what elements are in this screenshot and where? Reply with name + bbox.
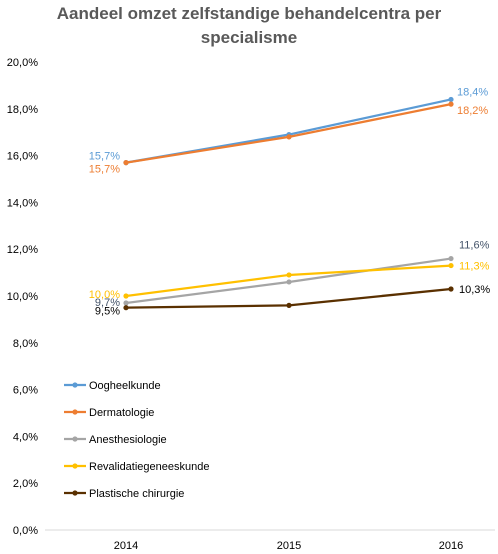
series-marker [123, 300, 129, 306]
data-label: 9,7% [95, 297, 120, 309]
data-label: 15,7% [89, 164, 120, 176]
y-tick-label: 16,0% [7, 151, 38, 163]
legend-label: Dermatologie [89, 407, 154, 419]
data-label: 18,4% [457, 86, 488, 98]
series-marker [448, 255, 454, 262]
data-label: 11,3% [459, 261, 490, 273]
series-marker [123, 293, 129, 299]
series-marker [286, 302, 292, 308]
series-marker [448, 286, 454, 292]
legend-marker [72, 463, 78, 469]
y-tick-label: 12,0% [7, 244, 38, 256]
chart-title-line-1: Aandeel omzet zelfstandige behandelcentr… [56, 4, 442, 23]
series-marker [123, 305, 129, 311]
legend-label: Revalidatiegeneeskunde [89, 461, 209, 473]
series-marker [448, 101, 454, 107]
series-marker [123, 160, 129, 166]
y-tick-label: 0,0% [13, 525, 38, 537]
legend-marker [72, 436, 78, 442]
data-label: 18,2% [457, 105, 488, 117]
series-marker [286, 134, 292, 140]
y-tick-label: 18,0% [7, 104, 38, 116]
data-label: 10,0% [89, 289, 120, 301]
series-marker [286, 272, 292, 278]
series-marker [448, 262, 454, 269]
data-label: 9,5% [95, 306, 120, 318]
y-tick-label: 14,0% [7, 197, 38, 209]
chart-title: Aandeel omzet zelfstandige behandelcentr… [0, 2, 498, 50]
y-tick-label: 4,0% [13, 431, 38, 443]
legend-marker [72, 490, 78, 496]
data-label: 10,3% [459, 284, 490, 296]
x-tick-label: 2014 [114, 540, 138, 552]
legend-label: Anesthesiologie [89, 434, 167, 446]
legend-marker [72, 382, 78, 388]
data-label: 11,6% [459, 240, 490, 252]
series-marker [448, 96, 454, 103]
x-tick-label: 2016 [439, 540, 463, 552]
y-tick-label: 20,0% [7, 57, 38, 69]
y-tick-label: 6,0% [13, 385, 38, 397]
x-tick-label: 2015 [277, 540, 301, 552]
chart-title-line-2: specialisme [200, 28, 298, 47]
y-tick-label: 2,0% [13, 478, 38, 490]
legend-label: Plastische chirurgie [89, 488, 184, 500]
y-tick-label: 10,0% [7, 291, 38, 303]
series-line [125, 98, 452, 164]
series-marker [286, 279, 292, 285]
legend-label: Oogheelkunde [89, 380, 161, 392]
data-label: 15,7% [89, 151, 120, 163]
legend-marker [72, 409, 78, 415]
y-tick-label: 8,0% [13, 338, 38, 350]
